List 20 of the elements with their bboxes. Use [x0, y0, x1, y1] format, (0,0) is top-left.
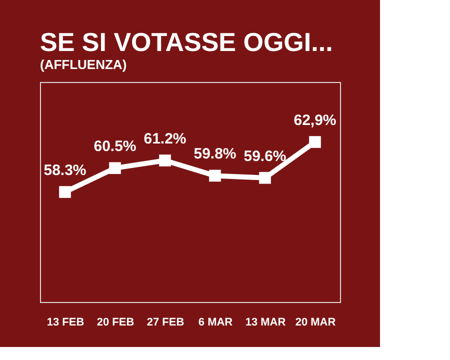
- point: [209, 170, 221, 182]
- chart-subtitle: (AFFLUENZA): [40, 57, 127, 72]
- data-label: 60.5%: [94, 138, 136, 156]
- data-label: 59.8%: [194, 146, 236, 163]
- point: [309, 136, 321, 148]
- data-label: 62,9%: [294, 112, 336, 129]
- chart-title: SE SI VOTASSE OGGI...: [40, 27, 333, 57]
- x-tick-label: 27 FEB: [146, 316, 184, 328]
- data-label: 59.6%: [244, 148, 286, 165]
- point: [109, 162, 121, 174]
- data-label: 61.2%: [144, 130, 186, 148]
- x-tick-label: 6 MAR: [198, 316, 233, 328]
- point: [159, 154, 171, 166]
- point: [259, 172, 271, 184]
- data-label: 58.3%: [44, 162, 86, 179]
- x-tick-label: 13 FEB: [46, 316, 84, 328]
- x-tick-label: 20 MAR: [295, 316, 336, 328]
- point: [59, 186, 71, 198]
- x-tick-label: 20 FEB: [96, 316, 134, 328]
- x-tick-label: 13 MAR: [245, 316, 286, 328]
